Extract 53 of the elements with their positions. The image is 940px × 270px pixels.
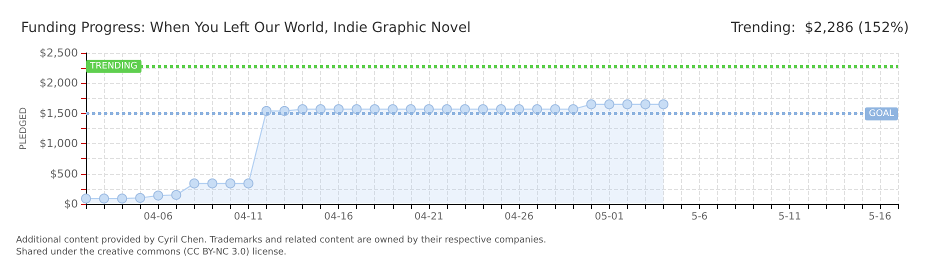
y-tick-label: $0 [64,198,78,210]
x-tick-label: 04-06 [144,212,173,222]
y-tick-label: $1,500 [40,106,78,120]
ref-line-label: TRENDING [89,61,138,72]
chart-title: Funding Progress: When You Left Our World, Indie Graphic Novel [21,20,471,36]
y-tick-label: $2,500 [40,46,78,60]
point [622,99,632,110]
x-tick-label: 5-6 [691,212,708,222]
y-tick-label: $1,000 [40,137,78,150]
point [243,178,254,188]
y-tick-label: $500 [50,167,78,180]
point [388,104,398,114]
chart-subtitle: Trending: $2,286 (152%) [730,20,909,36]
point [207,178,218,188]
point [370,104,380,114]
point [568,104,578,114]
point [532,104,542,114]
point [640,99,650,110]
point [604,99,614,110]
point [496,104,506,114]
point [334,104,344,114]
x-tick-label: 04-11 [234,212,263,222]
point [225,178,236,188]
text: Additional content provided by Cyril Chen. Trademarks and related content are owned by their respective companies. [16,236,546,246]
point [586,99,596,110]
point [460,104,470,114]
x-tick-label: 04-26 [504,212,534,222]
x-tick-label: 04-21 [414,212,444,222]
x-tick-label: 05-01 [594,212,624,222]
ref-line-label: GOAL [868,108,894,119]
y-axis-title: PLEDGED [19,107,30,150]
point [81,194,91,204]
point [316,104,326,114]
point [171,190,182,200]
point [99,194,110,204]
y-tick-label: $2,000 [40,76,78,90]
point [117,194,128,204]
point [658,99,668,110]
point [352,104,362,114]
x-tick-label: 04-16 [324,212,354,222]
x-tick-label: 5-16 [868,212,892,222]
text: Shared under the creative commons (CC BY-NC 3.0) license. [16,248,287,258]
point [550,104,560,114]
point [189,178,200,188]
point [478,104,488,114]
point [153,190,164,201]
point [298,104,308,114]
point [514,104,524,114]
point [406,104,416,114]
point [424,104,434,114]
point [135,192,146,203]
point [442,104,452,114]
x-tick-label: 5-11 [778,212,802,222]
